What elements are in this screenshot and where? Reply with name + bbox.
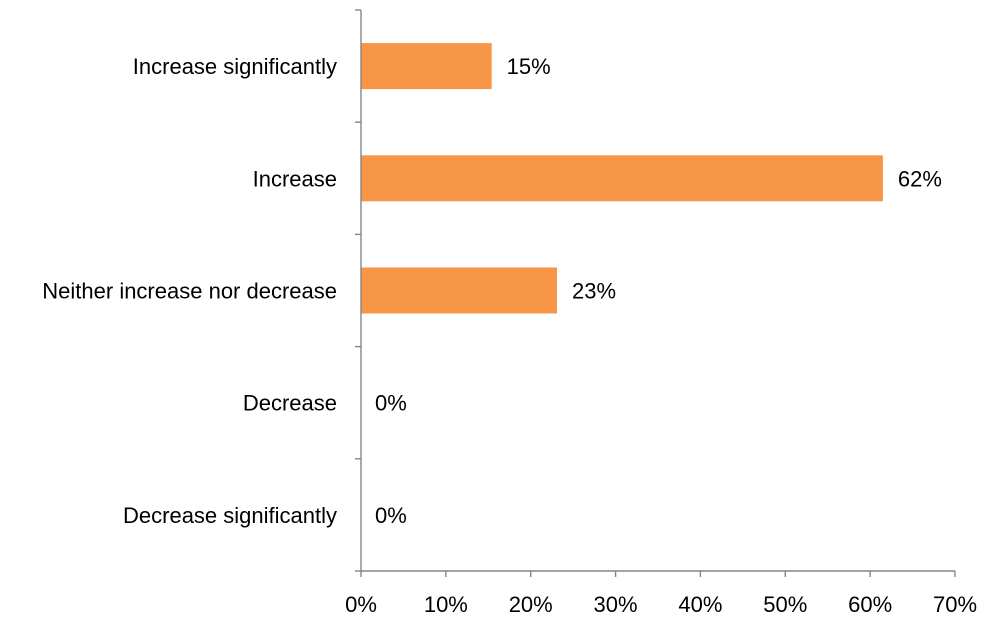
x-tick-label-4: 40%: [678, 592, 722, 617]
category-label-4: Decrease significantly: [123, 503, 337, 528]
x-tick-label-3: 30%: [594, 592, 638, 617]
category-label-2: Neither increase nor decrease: [42, 279, 337, 304]
plot-area: 15% Increase significantly 62% Increase 23% N…: [42, 9, 977, 617]
x-tick-label-0: 0%: [345, 592, 377, 617]
bar-2: [361, 267, 558, 314]
category-label-1: Increase: [253, 166, 337, 191]
x-tick-label-6: 60%: [848, 592, 892, 617]
category-label-3: Decrease: [243, 391, 337, 416]
value-label-3: 0%: [375, 391, 407, 416]
value-label-4: 0%: [375, 503, 407, 528]
category-label-0: Increase significantly: [133, 54, 337, 79]
bar-0: [361, 43, 492, 90]
bar-1: [361, 155, 883, 202]
value-label-0: 15%: [507, 54, 551, 79]
x-tick-label-2: 20%: [509, 592, 553, 617]
x-tick-label-7: 70%: [933, 592, 977, 617]
x-tick-label-5: 50%: [763, 592, 807, 617]
x-tick-label-1: 10%: [424, 592, 468, 617]
value-label-2: 23%: [572, 279, 616, 304]
value-label-1: 62%: [898, 166, 942, 191]
